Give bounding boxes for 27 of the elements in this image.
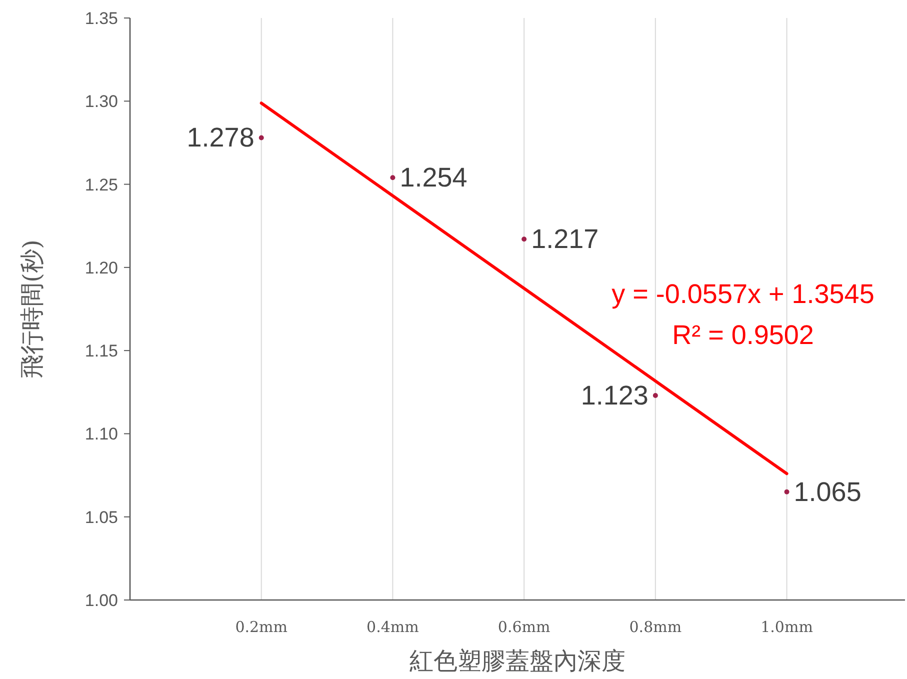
data-label: 1.254 <box>400 162 468 193</box>
x-tick-label: 0.4mm <box>366 618 419 636</box>
y-tick-label: 1.25 <box>84 175 118 194</box>
y-axis-title: 飛行時間(秒) <box>18 240 46 378</box>
y-tick-label: 1.10 <box>84 424 118 444</box>
data-label: 1.065 <box>794 476 862 507</box>
y-tick-label: 1.20 <box>84 258 118 278</box>
y-tick-label: 1.35 <box>84 9 118 28</box>
point <box>390 175 396 180</box>
y-tick-label: 1.00 <box>84 591 118 610</box>
point <box>258 135 264 140</box>
x-tick-label: 1.0mm <box>760 618 813 636</box>
data-label: 1.217 <box>531 224 599 254</box>
point <box>652 392 658 398</box>
data-label: 1.278 <box>186 122 254 153</box>
x-tick-label: 0.6mm <box>498 618 550 636</box>
y-tick-label: 1.30 <box>84 92 118 112</box>
annotation: y = -0.0557x + 1.3545 <box>612 279 874 309</box>
x-tick-label: 0.2mm <box>235 618 288 636</box>
x-axis-title: 紅色塑膠蓋盤內深度 <box>410 647 626 675</box>
point <box>784 489 790 494</box>
data-label: 1.123 <box>580 380 648 410</box>
annotation: R² = 0.9502 <box>672 320 814 350</box>
point <box>522 236 527 242</box>
y-tick-label: 1.05 <box>84 508 118 527</box>
x-tick-label: 0.8mm <box>629 618 682 636</box>
y-tick-label: 1.15 <box>84 342 118 361</box>
